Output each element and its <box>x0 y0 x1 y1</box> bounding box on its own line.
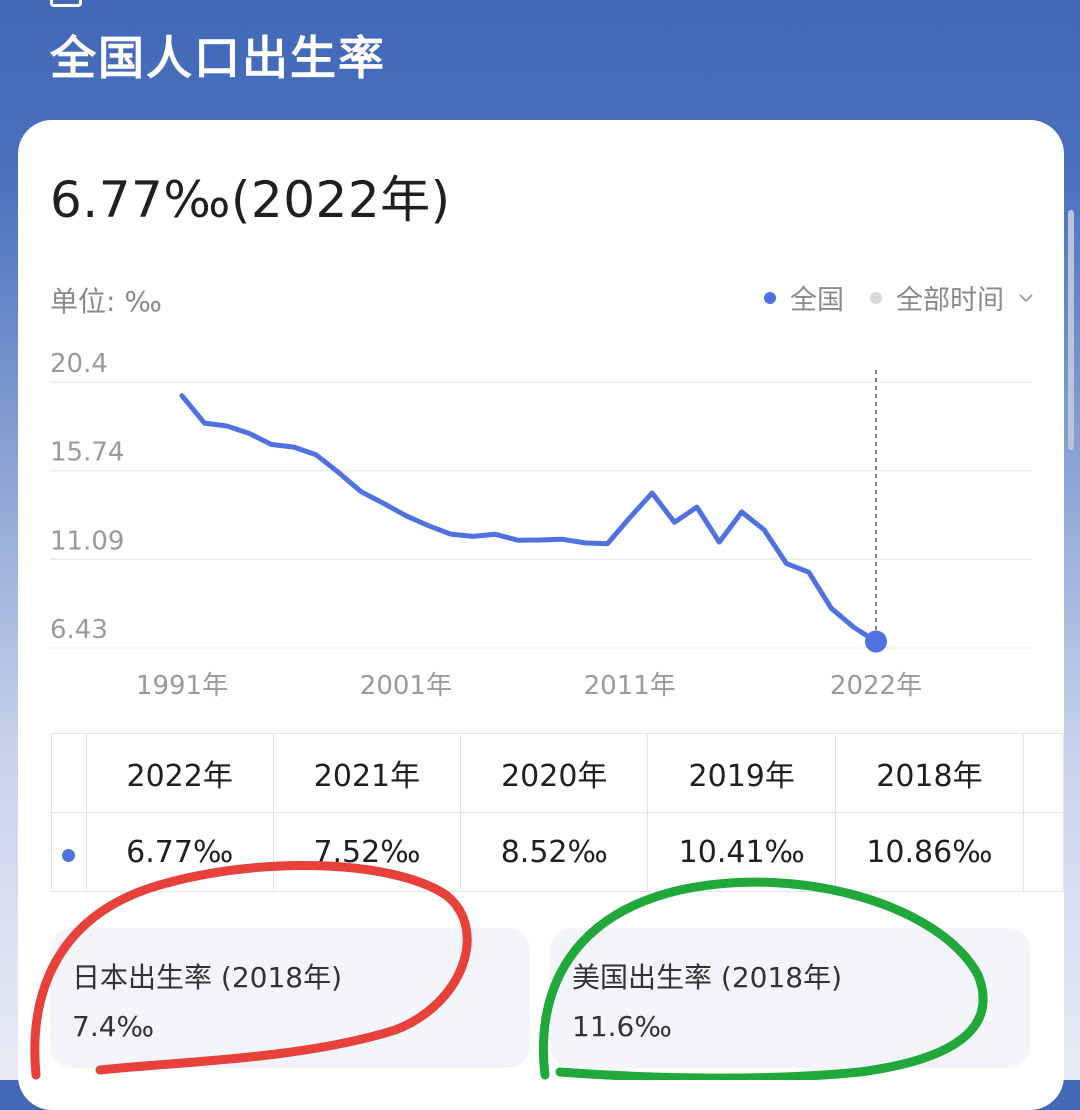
table-year-cell: 2019年 <box>647 733 837 813</box>
series-line <box>179 393 879 644</box>
table-overflow-cell <box>1022 812 1064 892</box>
x-tick-label: 2022年 <box>830 671 922 701</box>
y-tick-label: 15.74 <box>50 438 124 468</box>
legend-series-label: 全国 <box>790 285 844 316</box>
table-value-cell: 10.41‰ <box>647 812 837 892</box>
x-tick-label: 1991年 <box>136 671 228 701</box>
stat-card: 6.77‰(2022年) 单位: ‰ 全国 全部时间 20.4 15.74 11.0… <box>18 120 1064 1110</box>
yearly-data-table: 2022年 2021年 2020年 2019年 2018年 6.77‰ 7.52… <box>51 733 1064 892</box>
table-overflow-cell <box>1022 733 1064 813</box>
y-tick-label: 11.09 <box>50 526 124 556</box>
x-tick-label: 2011年 <box>584 671 676 701</box>
compare-value: 7.4‰ <box>72 1010 155 1043</box>
japan-birth-rate-card[interactable]: 日本出生率 (2018年) 7.4‰ <box>50 928 530 1068</box>
current-value-headline: 6.77‰(2022年) <box>50 171 451 229</box>
compare-value: 11.6‰ <box>572 1010 672 1043</box>
table-value-cell: 7.52‰ <box>272 812 462 892</box>
table-value-cell: 6.77‰ <box>85 812 274 892</box>
table-value-cell: 10.86‰ <box>835 812 1024 892</box>
y-tick-label: 6.43 <box>50 615 108 645</box>
table-value-cell: 8.52‰ <box>460 812 649 892</box>
birth-rate-chart[interactable]: 20.4 15.74 11.09 6.43 1991年 2001年 2011年 2022年 <box>18 120 1064 720</box>
table-year-cell: 2022年 <box>85 733 274 813</box>
table-value-row: 6.77‰ 7.52‰ 8.52‰ 10.41‰ 10.86‰ <box>51 812 1064 892</box>
page-title: 全国人口出生率 <box>50 31 386 85</box>
table-marker-cell <box>51 812 87 892</box>
table-year-cell: 2021年 <box>272 733 462 813</box>
status-bar-icon <box>50 0 82 7</box>
table-year-cell: 2020年 <box>460 733 649 813</box>
time-range-label: 全部时间 <box>896 285 1004 316</box>
table-header-row: 2022年 2021年 2020年 2019年 2018年 <box>51 733 1064 813</box>
usa-birth-rate-card[interactable]: 美国出生率 (2018年) 11.6‰ <box>550 928 1030 1068</box>
y-tick-label: 20.4 <box>50 349 108 379</box>
range-dot-icon <box>870 291 882 304</box>
chart-legend: 全国 全部时间 <box>764 278 1034 317</box>
time-range-dropdown[interactable]: 全部时间 <box>870 278 1034 317</box>
highlight-point <box>865 630 887 653</box>
compare-title: 日本出生率 (2018年) <box>72 961 343 994</box>
table-year-cell: 2018年 <box>835 733 1024 813</box>
chevron-down-icon <box>1019 293 1033 302</box>
series-dot-icon <box>764 291 776 304</box>
scrollbar[interactable] <box>1068 210 1074 450</box>
unit-label: 单位: ‰ <box>50 285 162 318</box>
series-dot-icon <box>62 848 76 862</box>
x-tick-label: 2001年 <box>360 671 452 701</box>
compare-title: 美国出生率 (2018年) <box>572 961 843 994</box>
table-marker-cell <box>51 733 87 813</box>
legend-item-series[interactable]: 全国 <box>764 278 844 317</box>
